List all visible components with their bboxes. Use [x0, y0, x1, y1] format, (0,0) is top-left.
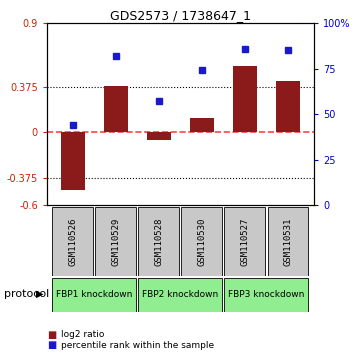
Bar [147, 132, 171, 140]
Bar [52, 278, 136, 312]
Bar [233, 65, 257, 132]
Text: GSM110531: GSM110531 [284, 217, 293, 266]
Title: GDS2573 / 1738647_1: GDS2573 / 1738647_1 [110, 9, 251, 22]
Bar [95, 207, 136, 276]
Text: GSM110528: GSM110528 [155, 217, 164, 266]
Bar [225, 278, 308, 312]
Text: FBP2 knockdown: FBP2 knockdown [142, 290, 219, 299]
Bar [225, 207, 265, 276]
Text: percentile rank within the sample: percentile rank within the sample [61, 341, 214, 350]
Text: FBP1 knockdown: FBP1 knockdown [56, 290, 132, 299]
Text: GSM110527: GSM110527 [241, 217, 249, 266]
Bar [268, 207, 308, 276]
Text: GSM110526: GSM110526 [68, 217, 77, 266]
Text: FBP3 knockdown: FBP3 knockdown [229, 290, 305, 299]
Text: GSM110529: GSM110529 [112, 217, 120, 266]
Bar [181, 207, 222, 276]
Bar [277, 81, 300, 132]
Text: ■: ■ [47, 330, 56, 339]
Bar [190, 118, 214, 132]
Text: ■: ■ [47, 340, 56, 350]
Text: GSM110530: GSM110530 [197, 217, 206, 266]
Text: protocol: protocol [4, 289, 49, 299]
Bar [138, 278, 222, 312]
Text: ▶: ▶ [36, 289, 44, 299]
Bar [138, 207, 179, 276]
Bar [61, 132, 84, 189]
Bar [52, 207, 93, 276]
Bar [104, 86, 128, 132]
Text: log2 ratio: log2 ratio [61, 330, 105, 339]
